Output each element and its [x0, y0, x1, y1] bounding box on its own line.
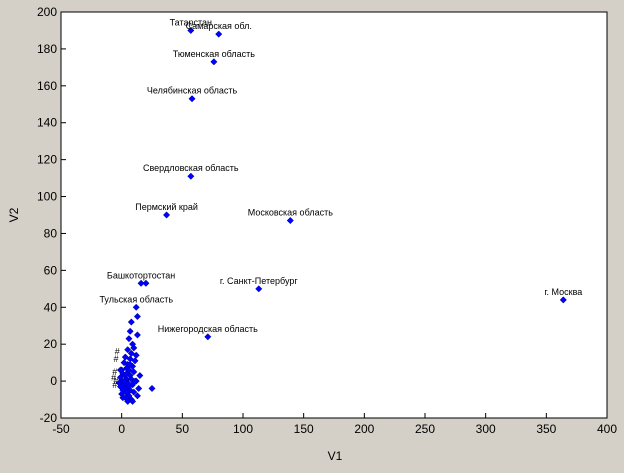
data-point — [131, 377, 139, 385]
point-label: г. Москва — [544, 287, 582, 297]
x-tick-label: -50 — [52, 422, 70, 436]
data-point — [137, 279, 145, 287]
data-point — [131, 357, 139, 365]
data-point — [120, 359, 128, 367]
y-axis-title: V2 — [7, 207, 21, 222]
data-point — [188, 95, 196, 103]
case-marker: # — [111, 372, 116, 382]
y-tick-label: 120 — [37, 153, 57, 167]
data-point — [127, 318, 135, 326]
point-label: Тульская область — [99, 294, 173, 304]
case-marker: # — [112, 367, 117, 377]
data-point — [204, 333, 212, 341]
point-label: Пермский край — [135, 202, 198, 212]
point-label: Челябинская область — [147, 86, 238, 96]
data-point — [187, 172, 195, 180]
y-tick-label: 60 — [44, 263, 58, 277]
data-point — [126, 360, 134, 369]
data-point — [126, 327, 134, 335]
case-marker: # — [114, 354, 119, 364]
data-point — [133, 331, 141, 339]
data-point — [136, 372, 144, 380]
case-marker: # — [114, 376, 119, 386]
x-axis: -50 0 50 100 150 200 250 300 350 400 — [52, 413, 617, 436]
x-tick-label: 250 — [415, 422, 435, 436]
y-axis: -20 0 20 40 60 80 100 120 140 160 180 200 — [37, 5, 66, 425]
data-point — [130, 388, 138, 396]
x-tick-label: 50 — [176, 422, 190, 436]
y-tick-label: 20 — [44, 337, 58, 351]
data-point — [115, 379, 123, 387]
y-tick-label: 200 — [37, 5, 57, 19]
data-point — [132, 351, 140, 359]
data-point — [148, 384, 156, 393]
data-point — [116, 366, 125, 374]
y-tick-label: 0 — [50, 374, 57, 388]
y-tick-label: -20 — [40, 411, 58, 425]
data-point — [187, 26, 195, 35]
data-point — [559, 296, 567, 304]
y-tick-label: 100 — [37, 190, 57, 204]
x-axis-title: V1 — [328, 449, 343, 463]
y-tick-label: 180 — [37, 42, 57, 56]
x-tick-label: 350 — [536, 422, 556, 436]
point-label: Самарская обл. — [186, 21, 252, 31]
point-label: Тюменская область — [173, 49, 256, 59]
x-tick-label: 0 — [118, 422, 125, 436]
data-point — [125, 335, 133, 343]
data-point — [130, 368, 138, 376]
y-tick-label: 40 — [44, 300, 58, 314]
point-label: Нижегородская область — [158, 324, 258, 334]
point-label: Свердловская область — [143, 163, 239, 173]
data-point — [133, 392, 141, 400]
data-point — [210, 58, 218, 66]
y-tick-label: 140 — [37, 116, 57, 130]
data-point — [133, 312, 141, 321]
x-tick-label: 300 — [476, 422, 496, 436]
points-layer: ###### — [111, 26, 567, 405]
point-label: Башкотортостан — [107, 270, 175, 280]
plot-area — [60, 11, 608, 419]
x-tick-label: 400 — [597, 422, 617, 436]
data-point — [142, 279, 150, 287]
point-label: г. Санкт-Петербург — [220, 276, 298, 286]
x-tick-label: 200 — [354, 422, 374, 436]
data-point — [255, 285, 263, 293]
data-point — [129, 397, 137, 405]
data-point — [122, 370, 131, 378]
data-point — [286, 216, 294, 225]
data-point — [119, 394, 127, 402]
data-point — [163, 211, 171, 219]
y-tick-label: 160 — [37, 79, 57, 93]
case-marker: # — [112, 380, 117, 390]
data-point — [215, 30, 223, 38]
data-point — [132, 303, 140, 311]
data-point — [124, 397, 132, 405]
case-marker: # — [115, 347, 120, 357]
data-point — [130, 344, 138, 352]
x-tick-label: 150 — [294, 422, 314, 436]
y-tick-label: 80 — [44, 226, 58, 240]
point-label: Московская область — [248, 208, 333, 218]
x-tick-label: 100 — [233, 422, 253, 436]
data-point — [135, 384, 143, 393]
data-point — [124, 346, 132, 354]
point-label: Татарстан — [170, 17, 212, 27]
